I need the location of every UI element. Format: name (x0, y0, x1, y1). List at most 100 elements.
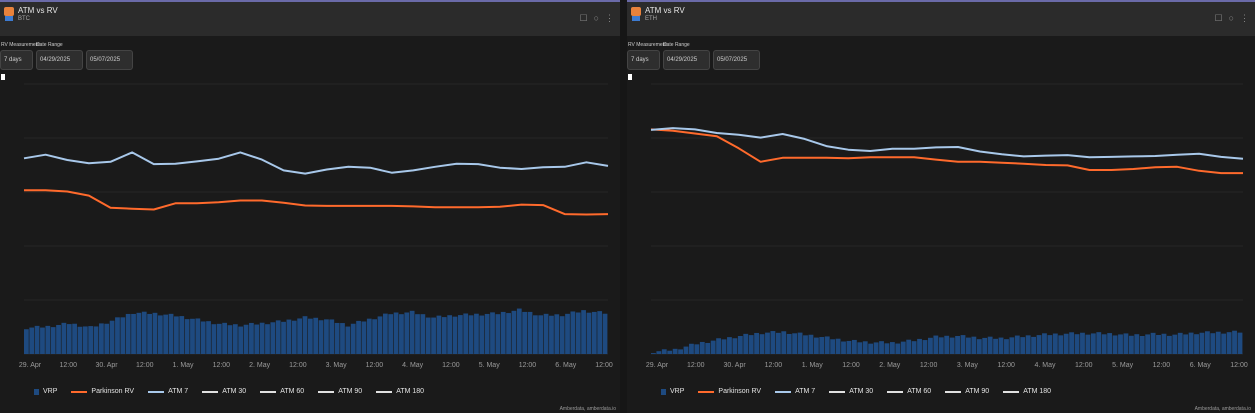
vrp-bar[interactable] (377, 316, 383, 354)
vrp-bar[interactable] (356, 320, 361, 354)
vrp-bar[interactable] (270, 322, 276, 354)
more-menu-icon[interactable]: ⋮ (605, 13, 614, 23)
vrp-bar[interactable] (716, 338, 722, 354)
vrp-bar[interactable] (786, 333, 792, 354)
vrp-bar[interactable] (457, 315, 463, 354)
vrp-bar[interactable] (1096, 332, 1102, 354)
vrp-bar[interactable] (1237, 332, 1243, 354)
vrp-bar[interactable] (889, 342, 895, 354)
vrp-bar[interactable] (976, 339, 982, 354)
vrp-bar[interactable] (291, 320, 297, 354)
vrp-bar[interactable] (1123, 333, 1129, 354)
vrp-bar[interactable] (565, 313, 570, 354)
vrp-bar[interactable] (297, 318, 303, 354)
atm7-line[interactable] (23, 151, 609, 175)
vrp-bar[interactable] (104, 323, 110, 354)
vrp-bar[interactable] (775, 332, 781, 354)
vrp-bar[interactable] (420, 314, 426, 354)
vrp-bar[interactable] (917, 338, 922, 354)
vrp-bar[interactable] (243, 324, 249, 354)
legend-atm90[interactable]: ATM 90 (945, 388, 989, 395)
vrp-bar[interactable] (318, 320, 324, 354)
vrp-bar[interactable] (1085, 334, 1091, 354)
vrp-bar[interactable] (56, 324, 61, 354)
vrp-bar[interactable] (781, 331, 787, 354)
vrp-bar[interactable] (1058, 335, 1064, 354)
vrp-bar[interactable] (350, 323, 356, 354)
vrp-bar[interactable] (960, 335, 966, 354)
vrp-bar[interactable] (136, 312, 142, 354)
vrp-bar[interactable] (152, 312, 158, 354)
vrp-bar[interactable] (721, 339, 727, 354)
vrp-bar[interactable] (222, 322, 227, 354)
vrp-bar[interactable] (249, 322, 254, 354)
vrp-bar[interactable] (77, 326, 83, 354)
date-to-input[interactable]: 05/07/2025 (86, 50, 133, 70)
vrp-bar[interactable] (200, 321, 206, 354)
vrp-bar[interactable] (678, 349, 683, 354)
vrp-bar[interactable] (1090, 333, 1096, 354)
vrp-bar[interactable] (1118, 334, 1123, 354)
vrp-bar[interactable] (586, 312, 592, 354)
vrp-bar[interactable] (88, 326, 94, 354)
expand-marker[interactable] (1, 74, 5, 80)
vrp-bar[interactable] (506, 313, 511, 354)
vrp-bar[interactable] (689, 343, 694, 354)
vrp-bar[interactable] (538, 315, 544, 354)
vrp-bar[interactable] (651, 353, 656, 354)
vrp-bar[interactable] (120, 317, 126, 354)
vrp-bar[interactable] (1183, 334, 1189, 354)
bookmark-icon[interactable]: ☐ (579, 13, 588, 23)
vrp-bar[interactable] (748, 335, 754, 354)
parkinson-rv-line[interactable] (24, 189, 609, 216)
vrp-bar[interactable] (830, 339, 836, 354)
expand-marker[interactable] (628, 74, 632, 80)
date-from-input[interactable]: 04/29/2025 (663, 50, 710, 70)
vrp-bar[interactable] (1150, 332, 1156, 354)
vrp-bar[interactable] (1139, 336, 1145, 354)
rv-measurement-select[interactable]: 7 days (627, 50, 660, 70)
vrp-bar[interactable] (307, 318, 313, 354)
vrp-bar[interactable] (1020, 337, 1026, 354)
vrp-bar[interactable] (857, 342, 863, 354)
legend-atm30[interactable]: ATM 30 (202, 388, 246, 395)
vrp-bar[interactable] (302, 316, 308, 354)
legend-atm60[interactable]: ATM 60 (260, 388, 304, 395)
vrp-bar[interactable] (441, 317, 447, 354)
vrp-bar[interactable] (34, 325, 40, 354)
vrp-bar[interactable] (93, 326, 99, 354)
vrp-bar[interactable] (61, 322, 67, 354)
date-from-input[interactable]: 04/29/2025 (36, 50, 83, 70)
vrp-bar[interactable] (324, 319, 329, 354)
vrp-bar[interactable] (759, 334, 765, 354)
vrp-bar[interactable] (661, 349, 667, 354)
vrp-bar[interactable] (313, 317, 319, 354)
vrp-bar[interactable] (1069, 332, 1075, 354)
vrp-bar[interactable] (1036, 335, 1042, 354)
vrp-bar[interactable] (216, 323, 222, 354)
vrp-bar[interactable] (179, 316, 185, 354)
vrp-bar[interactable] (1128, 335, 1134, 354)
legend-atm180[interactable]: ATM 180 (1003, 388, 1051, 395)
vrp-bar[interactable] (543, 313, 549, 354)
vrp-bar[interactable] (570, 311, 576, 354)
vrp-bar[interactable] (474, 313, 479, 354)
vrp-bar[interactable] (393, 312, 399, 354)
vrp-bar[interactable] (66, 324, 72, 354)
vrp-bar[interactable] (851, 339, 857, 354)
vrp-bar[interactable] (254, 324, 260, 354)
vrp-bar[interactable] (82, 326, 88, 354)
vrp-bar[interactable] (998, 337, 1004, 354)
vrp-bar[interactable] (554, 314, 560, 354)
rv-measurement-select[interactable]: 7 days (0, 50, 33, 70)
vrp-bar[interactable] (765, 332, 770, 354)
vrp-bar[interactable] (732, 338, 738, 354)
vrp-bar[interactable] (1161, 333, 1167, 354)
vrp-bar[interactable] (24, 329, 29, 354)
vrp-bar[interactable] (1004, 339, 1009, 354)
vrp-bar[interactable] (495, 314, 501, 354)
vrp-bar[interactable] (1221, 333, 1227, 354)
vrp-bar[interactable] (1232, 330, 1237, 354)
vrp-bar[interactable] (99, 323, 104, 354)
vrp-bar[interactable] (1052, 333, 1058, 354)
